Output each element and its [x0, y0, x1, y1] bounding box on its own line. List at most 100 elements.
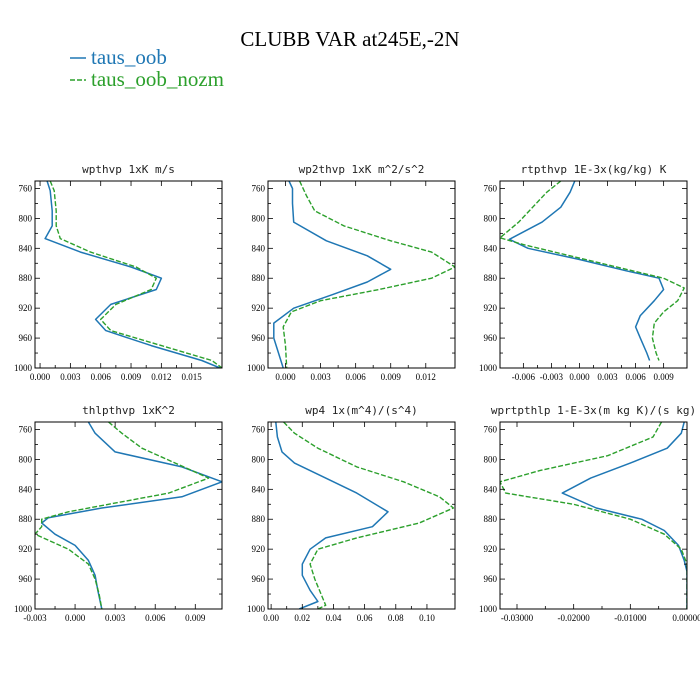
- plot-frame: [499, 421, 688, 610]
- y-tick-label: 920: [484, 544, 498, 554]
- y-tick-label: 920: [19, 303, 33, 313]
- series-line-taus-oob: [561, 422, 687, 609]
- x-tick-label: 0.02: [294, 613, 310, 623]
- x-tick-label: 0.009: [121, 372, 142, 382]
- y-tick-label: 800: [19, 454, 33, 464]
- x-tick-label: 0.012: [416, 372, 436, 382]
- series-line-taus-oob: [273, 181, 392, 368]
- plot-frame: [267, 421, 456, 610]
- x-tick-label: 0.012: [151, 372, 171, 382]
- y-tick-label: 840: [19, 243, 33, 253]
- y-tick-label: 760: [252, 183, 266, 193]
- x-tick-label: -0.006: [512, 372, 536, 382]
- y-tick-label: 920: [252, 303, 266, 313]
- series-line-taus-oob-nozm: [283, 422, 455, 609]
- x-tick-label: -0.03000: [501, 613, 534, 623]
- y-tick-label: 960: [484, 574, 498, 584]
- y-tick-label: 960: [484, 333, 498, 343]
- legend-label: taus_oob_nozm: [91, 67, 224, 91]
- x-tick-label: 0.00: [263, 613, 279, 623]
- y-tick-label: 840: [484, 484, 498, 494]
- y-tick-label: 960: [19, 333, 33, 343]
- y-tick-label: 1000: [247, 604, 266, 614]
- y-tick-label: 840: [484, 243, 498, 253]
- y-tick-label: 880: [19, 514, 33, 524]
- series-line-taus-oob: [508, 181, 665, 361]
- x-tick-label: -0.003: [540, 372, 564, 382]
- y-tick-label: 880: [252, 273, 266, 283]
- y-tick-label: 880: [252, 514, 266, 524]
- x-tick-label: 0.003: [310, 372, 331, 382]
- y-tick-label: 800: [484, 454, 498, 464]
- y-tick-label: 880: [19, 273, 33, 283]
- x-tick-label: 0.006: [625, 372, 646, 382]
- series-line-taus-oob: [275, 422, 389, 609]
- series-line-taus-oob: [44, 181, 221, 368]
- x-tick-label: 0.000: [569, 372, 590, 382]
- x-tick-label: 0.006: [346, 372, 367, 382]
- y-tick-label: 1000: [14, 604, 33, 614]
- y-tick-label: 760: [484, 424, 498, 434]
- panel-title: thlpthvp 1xK^2: [82, 404, 175, 417]
- chart-panel: rtpthvp 1E-3x(kg/kg) K 760 800 840 880 920 960…: [479, 163, 688, 382]
- chart-panel: thlpthvp 1xK^2 760 800 840 880 920 960 1000-0.0…: [14, 404, 223, 623]
- x-tick-label: 0.009: [381, 372, 402, 382]
- chart-panel: wp4 1x(m^4)/(s^4)76080084088092096010000…: [247, 404, 456, 623]
- x-tick-label: 0.003: [105, 613, 126, 623]
- y-tick-label: 840: [252, 243, 266, 253]
- x-tick-label: -0.02000: [558, 613, 591, 623]
- y-tick-label: 920: [19, 544, 33, 554]
- legend-label: taus_oob: [91, 45, 167, 69]
- y-tick-label: 800: [484, 213, 498, 223]
- y-tick-label: 920: [484, 303, 498, 313]
- y-tick-label: 800: [19, 213, 33, 223]
- series-line-taus-oob-nozm: [49, 181, 222, 368]
- y-tick-label: 760: [19, 183, 33, 193]
- chart-panels: wpthvp 1xK m/s76080084088092096010000.00…: [14, 163, 700, 623]
- y-tick-label: 760: [19, 424, 33, 434]
- y-tick-label: 840: [19, 484, 33, 494]
- x-tick-label: 0.06: [357, 613, 373, 623]
- x-tick-label: 0.04: [326, 613, 342, 623]
- x-tick-label: 0.009: [654, 372, 675, 382]
- y-tick-label: 840: [252, 484, 266, 494]
- x-tick-label: 0.00000: [672, 613, 700, 623]
- plot-frame: [267, 180, 456, 369]
- chart-panel: wpthvp 1xK m/s 760 800 840 880 920 960 1000 0.00…: [14, 163, 223, 382]
- y-tick-label: 1000: [14, 363, 33, 373]
- panel-title: wpthvp 1xK m/s: [82, 163, 175, 176]
- y-tick-label: 960: [252, 574, 266, 584]
- y-tick-label: 760: [252, 424, 266, 434]
- x-tick-label: -0.003: [23, 613, 47, 623]
- y-tick-label: 1000: [479, 604, 498, 614]
- x-tick-label: -0.01000: [614, 613, 647, 623]
- x-tick-label: 0.000: [275, 372, 296, 382]
- x-tick-label: 0.000: [65, 613, 86, 623]
- y-tick-label: 1000: [479, 363, 498, 373]
- y-tick-label: 920: [252, 544, 266, 554]
- series-line-taus-oob-nozm: [282, 181, 455, 368]
- x-tick-label: 0.006: [145, 613, 166, 623]
- y-tick-label: 960: [252, 333, 266, 343]
- y-tick-label: 880: [484, 273, 498, 283]
- plot-frame: [34, 421, 223, 610]
- chart-panel: wprtpthlp 1-E-3x(m kg K)/(s kg) 760 800 840…: [479, 404, 700, 623]
- y-tick-label: 880: [484, 514, 498, 524]
- x-tick-label: 0.003: [597, 372, 618, 382]
- x-tick-label: 0.006: [91, 372, 112, 382]
- x-tick-label: 0.003: [60, 372, 81, 382]
- series-line-taus-oob: [40, 422, 222, 609]
- plot-frame: [34, 180, 223, 369]
- y-tick-label: 800: [252, 213, 266, 223]
- series-line-taus-oob-nozm: [35, 422, 210, 609]
- panel-title: wp4 1x(m^4)/(s^4): [305, 404, 418, 417]
- y-tick-label: 960: [19, 574, 33, 584]
- panel-title: wp2thvp 1xK m^2/s^2: [299, 163, 425, 176]
- y-tick-label: 760: [484, 183, 498, 193]
- panel-title: wprtpthlp 1-E-3x(m kg K)/(s kg): [491, 404, 696, 417]
- x-tick-label: 0.009: [185, 613, 206, 623]
- panel-title: rtpthvp 1E-3x(kg/kg) K: [521, 163, 667, 176]
- series-line-taus-oob-nozm: [500, 422, 687, 609]
